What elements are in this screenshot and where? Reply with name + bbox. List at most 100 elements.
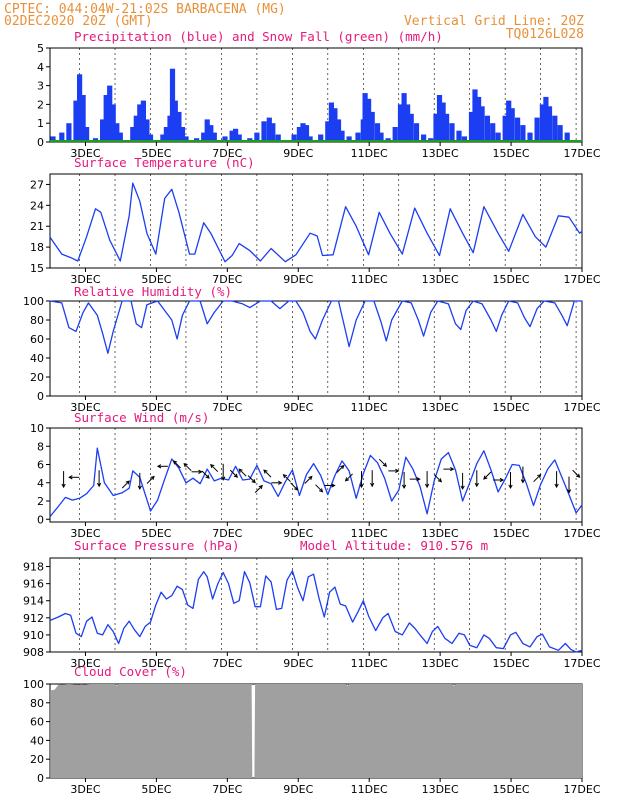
wind-title: Surface Wind (m/s) bbox=[74, 410, 209, 425]
precipitation-bar bbox=[318, 134, 324, 142]
pressure-xtick-label: 3DEC bbox=[70, 657, 100, 670]
cloud-ytick-label: 80 bbox=[30, 697, 44, 710]
precipitation-bar bbox=[147, 134, 154, 142]
wind-arrow-shaft bbox=[483, 471, 492, 480]
wind-arrow-shaft bbox=[290, 482, 298, 491]
temperature-xtick-label: 15DEC bbox=[493, 273, 530, 286]
precipitation-bar bbox=[557, 125, 563, 142]
precipitation-bar bbox=[405, 104, 411, 142]
precipitation-bar bbox=[421, 134, 427, 142]
wind-xtick-label: 15DEC bbox=[493, 527, 530, 540]
wind-arrow-head bbox=[508, 484, 513, 490]
precipitation-bar bbox=[275, 134, 281, 142]
wind-arrow-shaft bbox=[238, 468, 247, 477]
precipitation-bar bbox=[433, 113, 439, 142]
wind-arrow-shaft bbox=[263, 469, 272, 478]
temperature-ytick-label: 15 bbox=[30, 262, 44, 275]
wind-arrow-head bbox=[308, 475, 313, 481]
wind-arrow-shaft bbox=[572, 469, 580, 478]
cloud-ytick-label: 60 bbox=[30, 716, 44, 729]
humidity-xtick-label: 3DEC bbox=[70, 401, 100, 414]
precipitation-bar bbox=[261, 121, 267, 142]
precipitation-bar bbox=[408, 113, 414, 142]
precipitation-xtick-label: 13DEC bbox=[422, 147, 459, 160]
wind-arrow-shaft bbox=[201, 470, 210, 479]
precipitation-bar bbox=[176, 111, 182, 142]
temperature-frame bbox=[49, 173, 583, 269]
wind-arrow-shaft bbox=[336, 465, 345, 473]
precipitation-xtick-label: 15DEC bbox=[493, 147, 530, 160]
precipitation-bar bbox=[229, 130, 235, 142]
precipitation-bar bbox=[461, 136, 467, 142]
precipitation-bar bbox=[515, 117, 521, 142]
precipitation-xtick-label: 5DEC bbox=[141, 147, 171, 160]
precipitation-xtick-label: 9DEC bbox=[283, 147, 313, 160]
pressure-ytick-label: 916 bbox=[23, 578, 44, 591]
precipitation-ytick-label: 2 bbox=[37, 98, 44, 111]
temperature-xtick-label: 17DEC bbox=[563, 273, 600, 286]
wind-xtick-label: 11DEC bbox=[351, 527, 388, 540]
precipitation-bar bbox=[413, 123, 420, 142]
pressure-title: Surface Pressure (hPa) bbox=[74, 538, 240, 553]
wind-arrow-shaft bbox=[345, 473, 353, 482]
temperature-ytick-label: 18 bbox=[30, 241, 44, 254]
wind-arrow-head bbox=[331, 483, 336, 488]
wind-arrow-head bbox=[359, 483, 364, 489]
temperature-xtick-label: 5DEC bbox=[141, 273, 171, 286]
precipitation-bar bbox=[160, 134, 166, 142]
precipitation-bar bbox=[325, 121, 331, 142]
wind-arrow-head bbox=[499, 477, 505, 483]
wind-arrow-shaft bbox=[254, 485, 263, 493]
wind-arrow-head bbox=[576, 473, 581, 478]
header-date: 02DEC2020 20Z (GMT) bbox=[4, 14, 153, 29]
precipitation-ytick-label: 5 bbox=[37, 42, 44, 55]
humidity-ytick-label: 100 bbox=[23, 295, 44, 308]
precipitation-bar bbox=[266, 117, 272, 142]
precipitation-bar bbox=[456, 130, 462, 142]
precipitation-bar bbox=[270, 123, 276, 142]
wind-arrow-head bbox=[318, 488, 324, 493]
wind-arrow-head bbox=[370, 482, 375, 488]
precipitation-bar bbox=[169, 68, 176, 142]
cloud-panel: Cloud Cover (%) 0 20 40 60 80 100 3DEC 5DEC 7DEC 9… bbox=[23, 664, 601, 796]
wind-arrow-head bbox=[210, 463, 215, 469]
humidity-ytick-label: 40 bbox=[30, 352, 44, 365]
precipitation-bar bbox=[50, 136, 56, 142]
precipitation-bar bbox=[137, 104, 143, 142]
wind-arrow-shaft bbox=[121, 480, 130, 489]
wind-arrow-head bbox=[401, 484, 407, 490]
wind-ytick-label: 4 bbox=[37, 477, 44, 490]
wind-arrow-shaft bbox=[283, 474, 291, 483]
precipitation-bar bbox=[233, 128, 239, 142]
precipitation-bar bbox=[77, 74, 83, 142]
wind-arrow-head bbox=[554, 483, 559, 489]
precipitation-bar bbox=[534, 117, 540, 142]
precipitation-bar bbox=[564, 132, 570, 142]
panels: Precipitation (blue) and Snow Fall (gree… bbox=[23, 29, 601, 796]
humidity-xtick-label: 17DEC bbox=[563, 401, 600, 414]
wind-arrow-head bbox=[183, 462, 188, 468]
precipitation-bar bbox=[401, 93, 407, 142]
precipitation-bar bbox=[506, 100, 512, 142]
pressure-ytick-label: 912 bbox=[23, 612, 44, 625]
pressure-xtick-label: 9DEC bbox=[283, 657, 313, 670]
wind-ytick-label: 10 bbox=[30, 422, 44, 435]
wind-arrow-head bbox=[450, 466, 455, 472]
precipitation-bar bbox=[140, 100, 146, 142]
wind-arrow-head bbox=[125, 480, 130, 485]
precipitation-bar bbox=[374, 123, 381, 142]
precipitation-bar bbox=[117, 132, 123, 142]
precipitation-bar bbox=[303, 125, 310, 142]
cloud-ytick-label: 40 bbox=[30, 734, 44, 747]
precipitation-bar bbox=[472, 89, 478, 142]
wind-arrow-head bbox=[137, 485, 142, 490]
precipitation-bar bbox=[110, 104, 116, 142]
humidity-ytick-label: 20 bbox=[30, 371, 44, 384]
precipitation-bar bbox=[208, 125, 214, 142]
precipitation-bar bbox=[502, 115, 508, 142]
wind-arrow-head bbox=[460, 485, 465, 490]
humidity-xtick-label: 11DEC bbox=[351, 401, 388, 414]
precipitation-bar bbox=[211, 132, 217, 142]
precipitation-bar bbox=[484, 115, 490, 142]
precipitation-bar bbox=[543, 96, 549, 142]
